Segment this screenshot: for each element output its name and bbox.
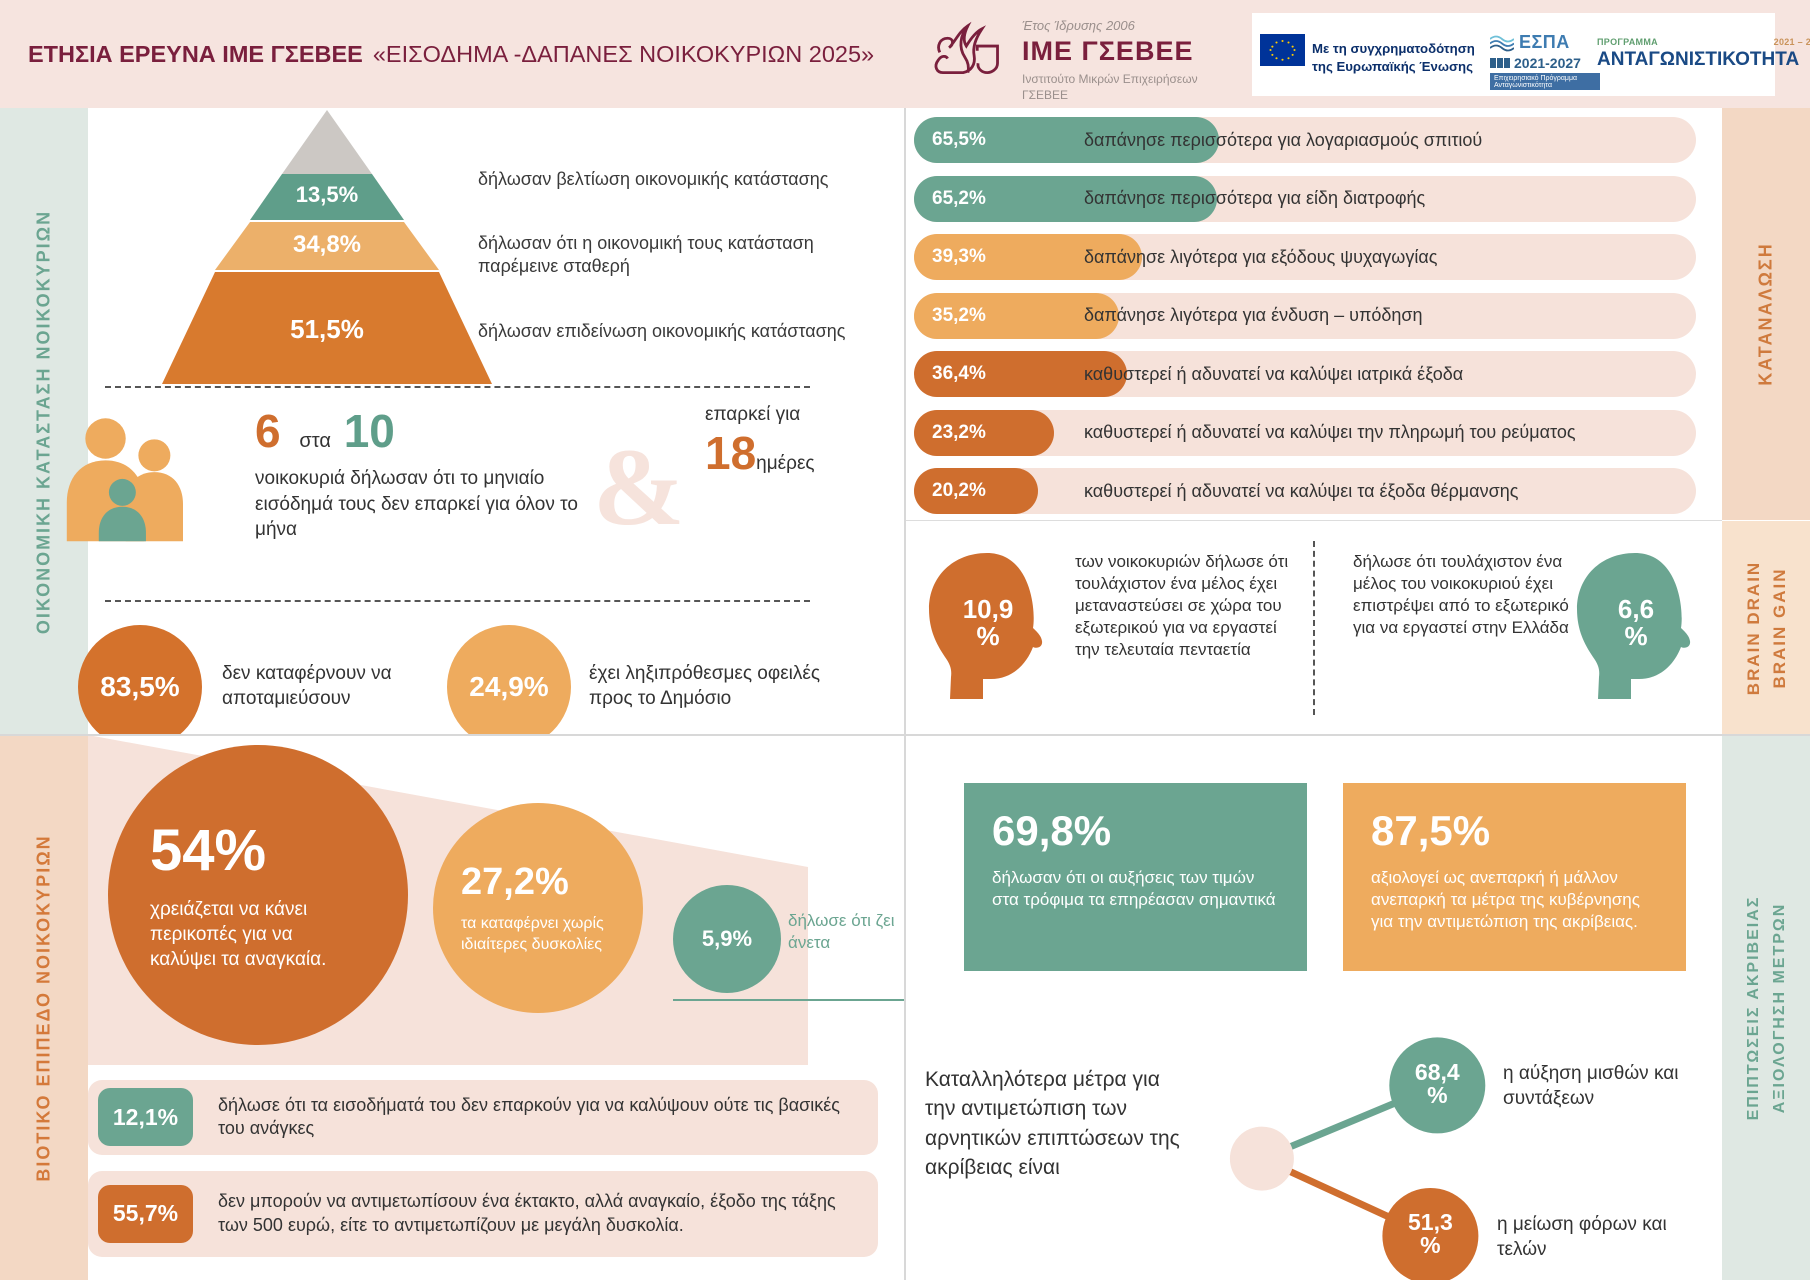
svg-text:34,8%: 34,8%: [293, 231, 361, 258]
svg-text:51,5%: 51,5%: [290, 314, 364, 344]
svg-text:%: %: [1420, 1232, 1440, 1258]
svg-text:%: %: [1427, 1082, 1447, 1108]
svg-text:13,5%: 13,5%: [296, 182, 358, 207]
